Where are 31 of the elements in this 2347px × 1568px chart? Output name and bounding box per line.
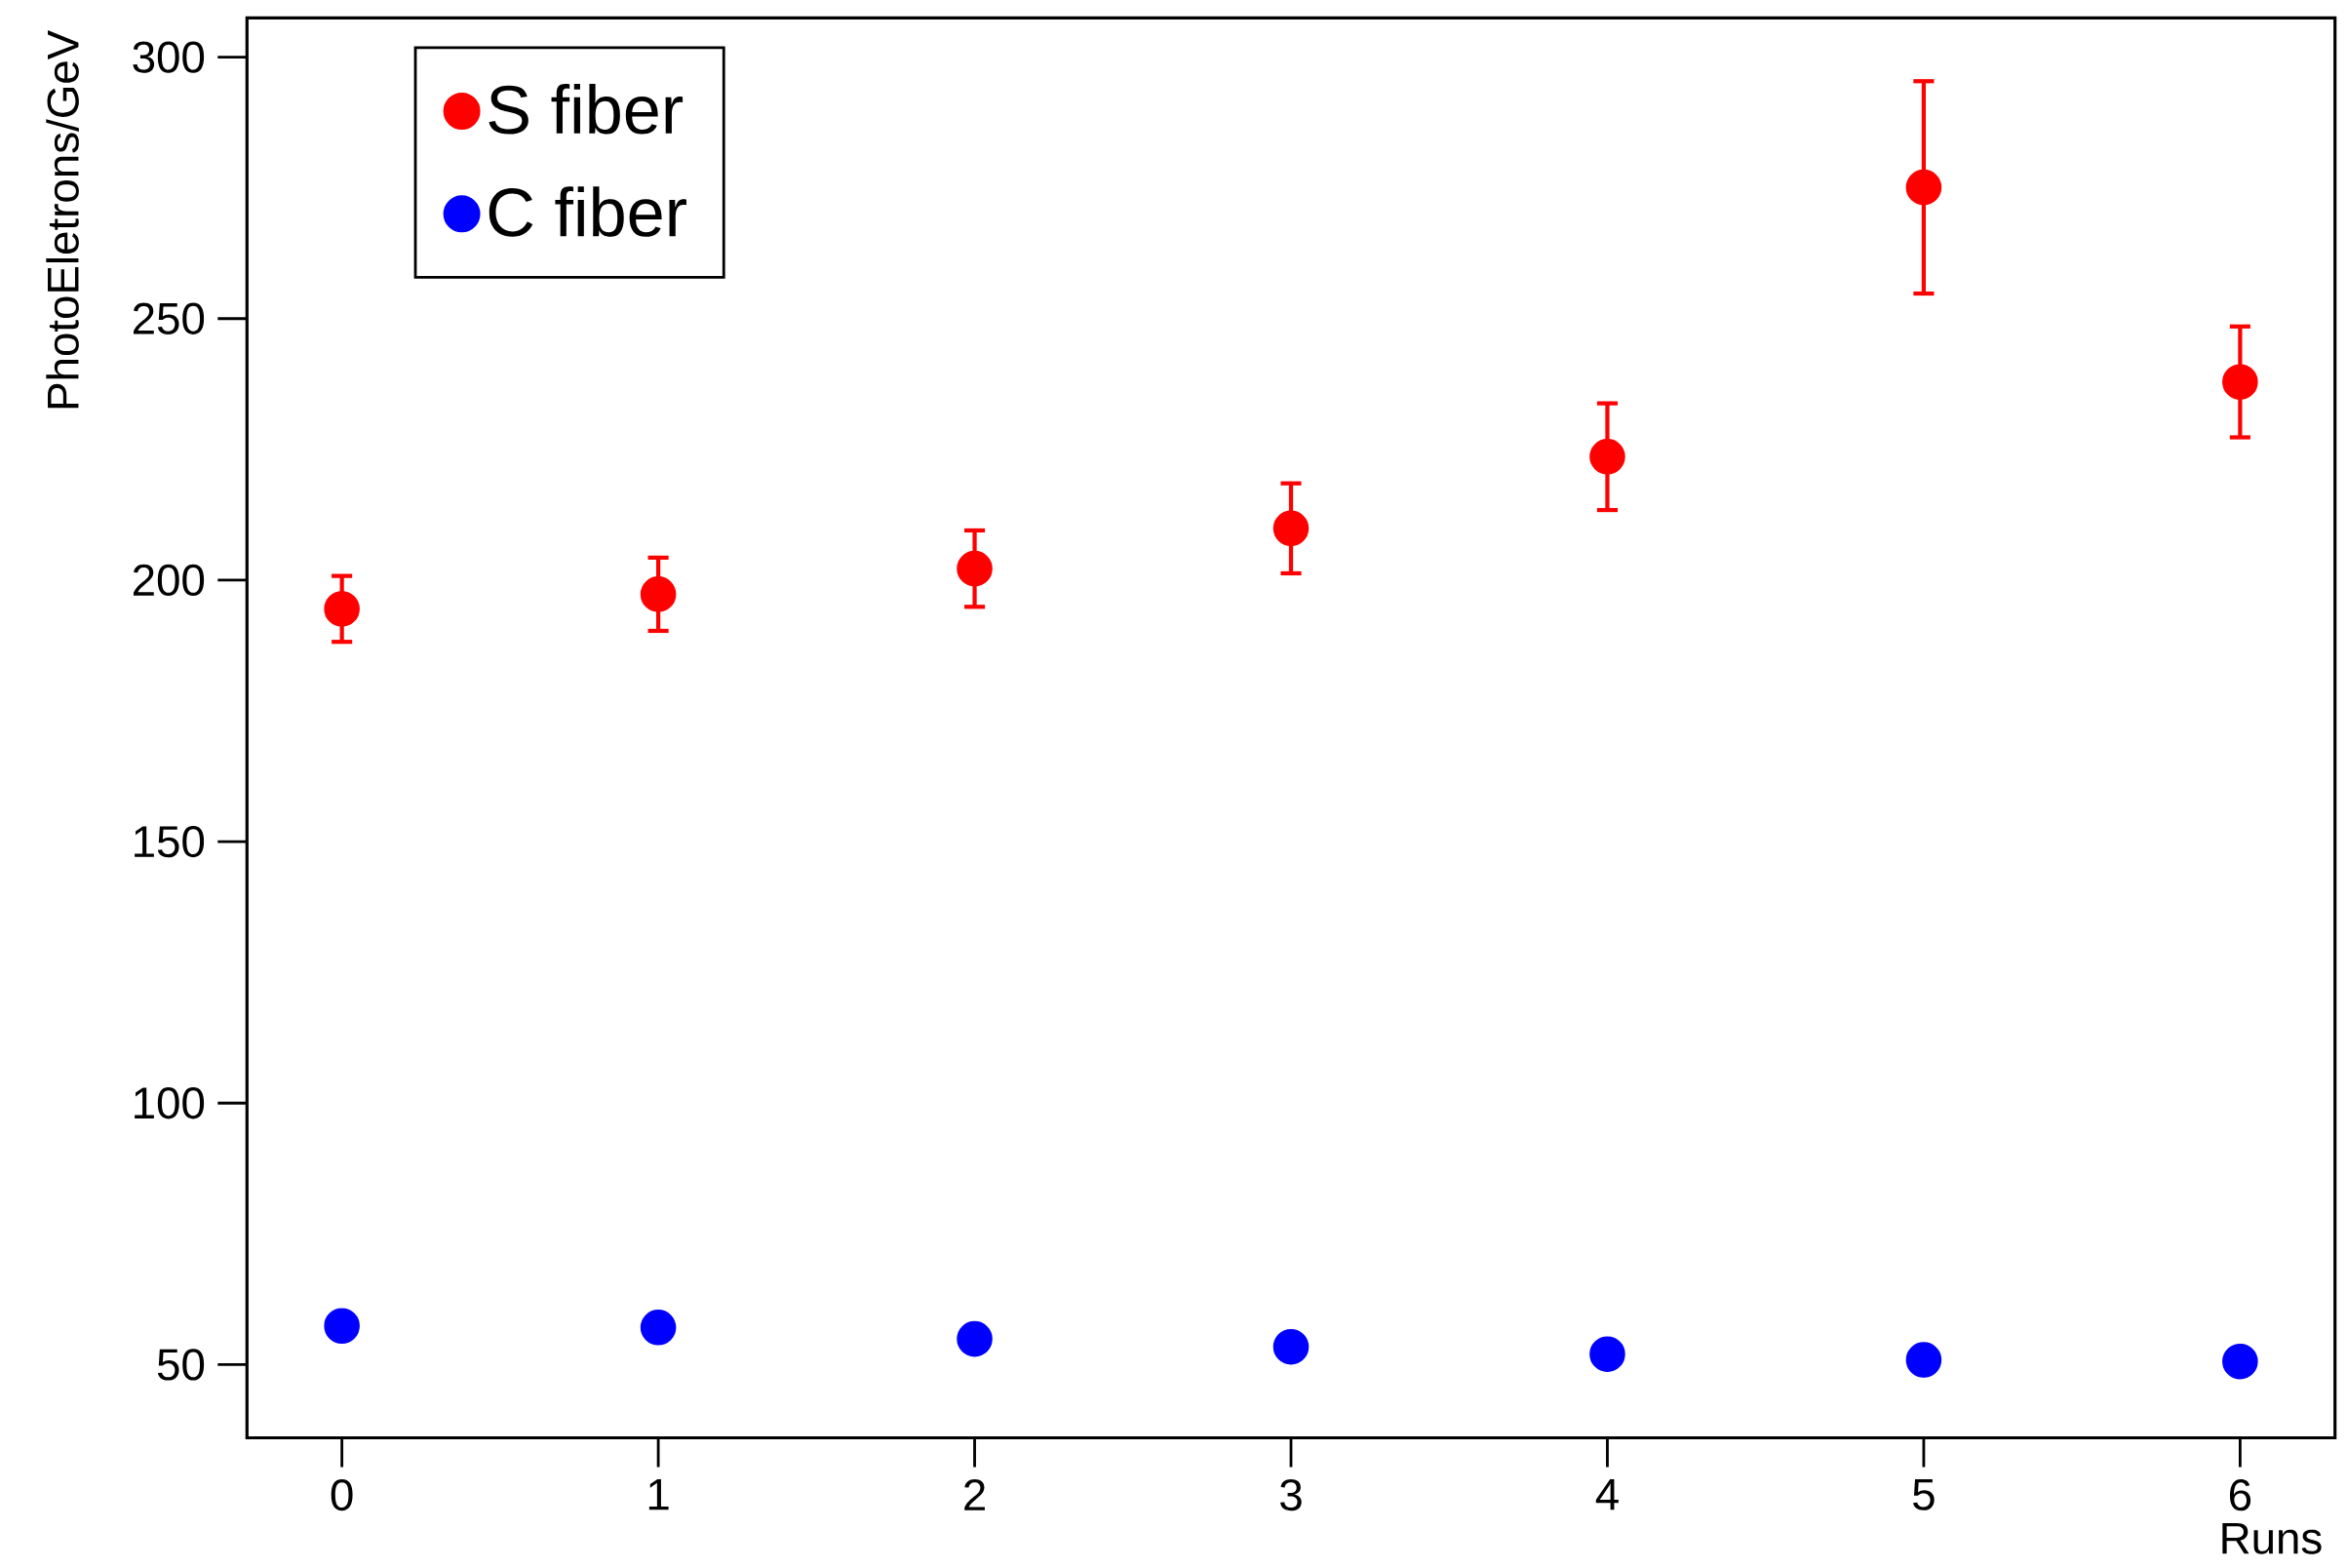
point [324, 1308, 360, 1344]
point [324, 591, 360, 627]
legend-label: C fiber [489, 186, 686, 237]
y-tick-label: 150 [135, 825, 205, 858]
point [640, 576, 677, 612]
x-tick-label: 5 [1913, 1478, 1935, 1510]
legend-label: S fiber [489, 83, 684, 135]
x-tick-label: 1 [648, 1478, 669, 1510]
point [1272, 510, 1310, 547]
y-tick-label: 300 [133, 41, 205, 73]
point [2222, 364, 2258, 400]
x-axis-title: Runs [2222, 1522, 2322, 1554]
point [1589, 1336, 1625, 1372]
point [640, 1310, 677, 1346]
x-tick-label: 3 [1280, 1478, 1302, 1511]
x-tick-label: 4 [1595, 1478, 1619, 1510]
point [1905, 169, 1942, 206]
point [1272, 1328, 1310, 1365]
point [957, 1320, 993, 1357]
point [2222, 1343, 2258, 1380]
point [1589, 439, 1625, 475]
y-tick-label: 200 [133, 564, 205, 597]
x-tick-label: 2 [964, 1478, 985, 1510]
point [1905, 1342, 1942, 1378]
y-axis-title: PhotoEletrons/GeV [46, 30, 79, 409]
point [957, 550, 993, 587]
y-tick-label: 250 [133, 302, 205, 334]
x-tick-label: 6 [2229, 1478, 2251, 1511]
x-tick-label: 0 [331, 1478, 353, 1511]
y-tick-label: 50 [157, 1349, 205, 1381]
y-tick-label: 100 [135, 1087, 205, 1119]
